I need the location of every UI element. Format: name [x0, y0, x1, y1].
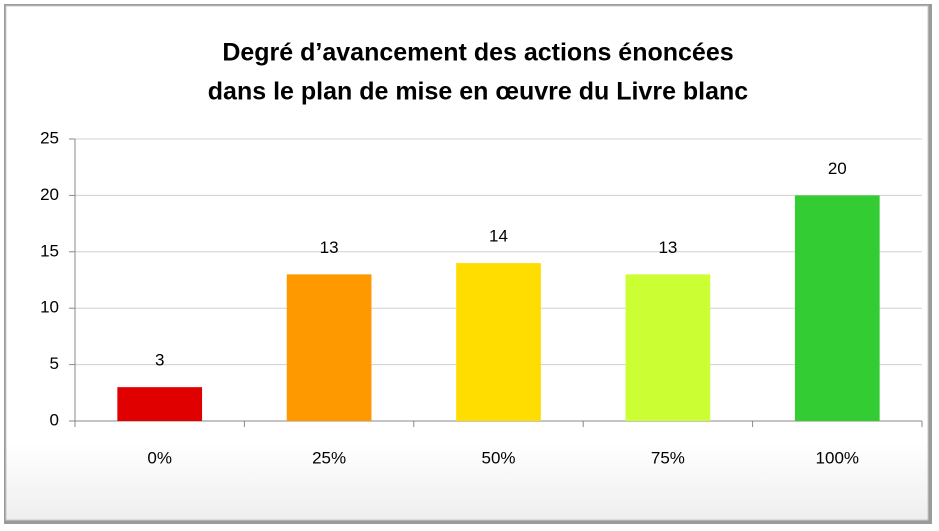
x-tick-label: 0% [147, 448, 172, 467]
y-tick-label: 20 [40, 185, 59, 204]
data-label: 13 [320, 238, 339, 257]
y-tick-label: 25 [40, 128, 59, 147]
x-tick-label: 75% [651, 448, 685, 467]
bar [117, 387, 203, 421]
data-label: 20 [828, 159, 847, 178]
bar [456, 263, 541, 421]
y-tick-label: 15 [40, 241, 59, 260]
y-tick-label: 10 [40, 298, 59, 317]
bar [286, 274, 372, 421]
frame [5, 5, 929, 521]
y-tick-label: 5 [50, 354, 59, 373]
bar [625, 274, 711, 421]
data-label: 13 [658, 238, 677, 257]
y-tick-label: 0 [50, 410, 59, 429]
chart-title: Degré d’avancement des actions énoncées [222, 39, 733, 67]
data-label: 14 [489, 227, 508, 246]
bar [794, 195, 880, 421]
x-tick-label: 50% [481, 448, 515, 467]
chart-title: dans le plan de mise en œuvre du Livre b… [208, 78, 749, 106]
data-label: 3 [155, 351, 164, 370]
x-tick-label: 100% [816, 448, 859, 467]
x-tick-label: 25% [312, 448, 346, 467]
